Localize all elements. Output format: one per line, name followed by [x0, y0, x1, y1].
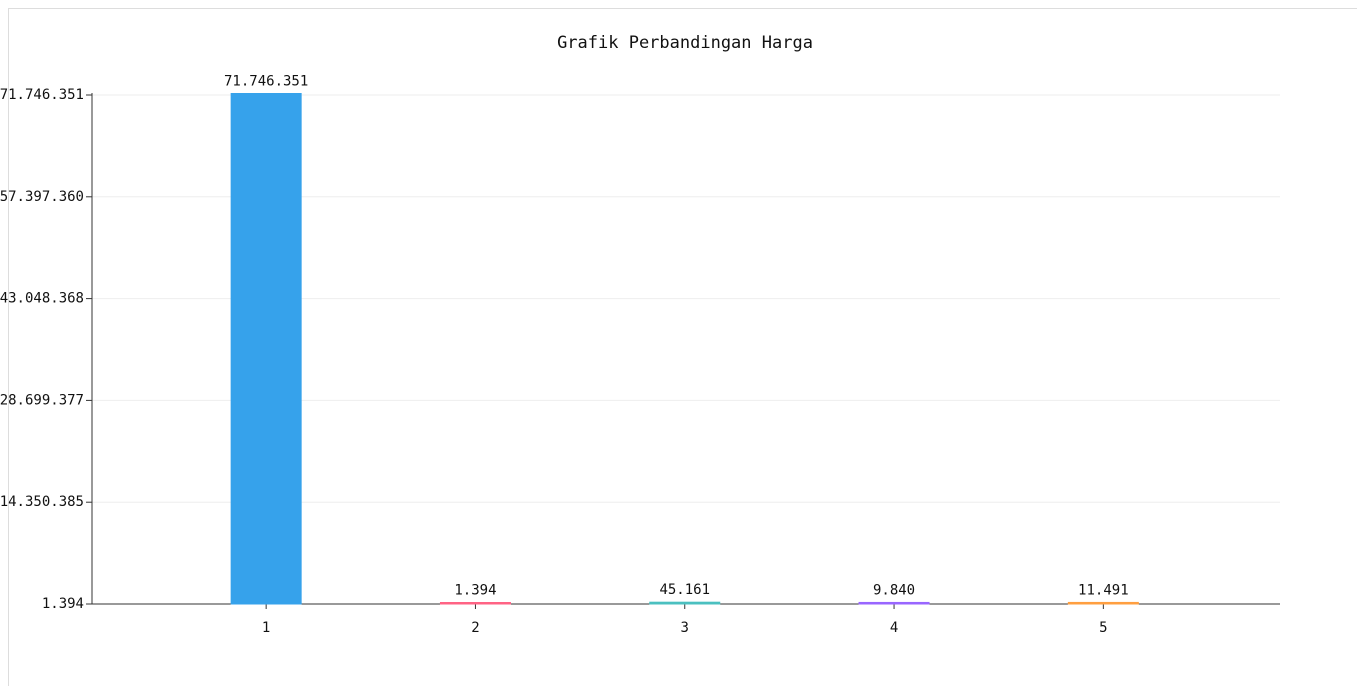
value-label: 11.491: [1078, 582, 1129, 598]
x-tick-label: 4: [890, 620, 898, 636]
x-tick-label: 3: [681, 620, 689, 636]
y-tick-label: 43.048.368: [0, 291, 84, 307]
y-tick-label: 71.746.351: [0, 87, 84, 103]
y-tick-label: 14.350.385: [0, 494, 84, 510]
bar: [1067, 601, 1139, 605]
x-tick-label: 5: [1099, 620, 1107, 636]
y-tick-label: 1.394: [42, 596, 84, 612]
chart-title: Grafik Perbandingan Harga: [557, 33, 813, 53]
value-label: 9.840: [873, 582, 915, 598]
bar: [439, 602, 511, 605]
y-tick-label: 57.397.360: [0, 189, 84, 205]
x-tick-label: 2: [471, 620, 479, 636]
value-label: 71.746.351: [224, 74, 308, 90]
x-tick-label: 1: [262, 620, 270, 636]
bar: [230, 93, 302, 605]
value-label: 1.394: [454, 583, 496, 599]
y-tick-label: 28.699.377: [0, 392, 84, 408]
value-label: 45.161: [659, 582, 710, 598]
frame: [8, 8, 1357, 686]
bar: [858, 601, 930, 605]
bar: [649, 601, 721, 605]
